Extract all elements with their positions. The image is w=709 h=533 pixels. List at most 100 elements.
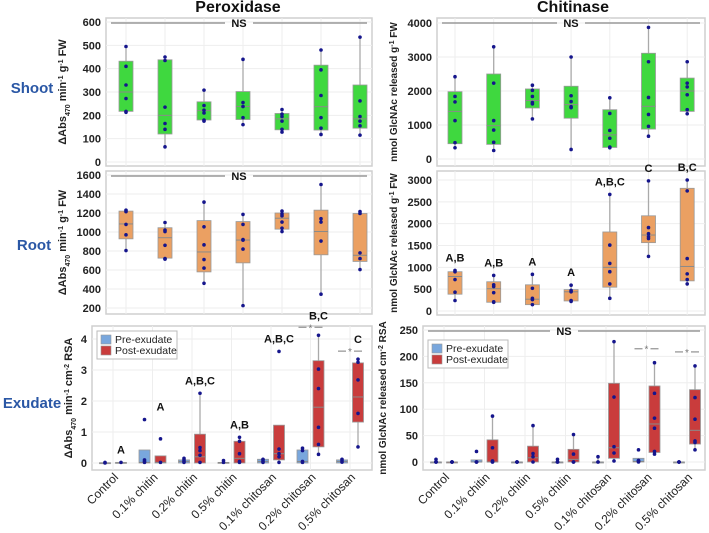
- data-point: [340, 460, 344, 464]
- box-iqr: [602, 231, 618, 288]
- y-tick-label: 800: [83, 246, 101, 258]
- data-point: [608, 96, 612, 100]
- data-point: [142, 460, 147, 465]
- group-letter: C: [645, 163, 653, 175]
- y-tick-label: 50: [406, 431, 418, 443]
- overall-significance-label: NS: [556, 326, 571, 338]
- y-axis-label-part: -1: [58, 59, 65, 65]
- data-point: [646, 236, 651, 241]
- y-axis-label-part: nmol GlcNAc released g: [389, 198, 400, 313]
- box-post-exudate-5: [312, 333, 325, 457]
- box-group-4: [274, 107, 290, 134]
- box-iqr: [313, 64, 329, 131]
- data-point: [241, 222, 245, 227]
- y-tick-label: 1000: [77, 227, 101, 239]
- data-point: [434, 457, 438, 462]
- data-point: [453, 94, 457, 99]
- data-point: [124, 83, 128, 87]
- group-letter: A,B: [446, 252, 465, 264]
- overall-significance-label: NS: [231, 18, 246, 30]
- data-point: [300, 448, 305, 453]
- data-point: [198, 445, 202, 450]
- box-post-exudate-3: [233, 435, 246, 465]
- y-axis-label-part: -1: [58, 226, 65, 232]
- data-point: [646, 25, 651, 30]
- data-point: [531, 451, 535, 456]
- pairwise-significance: *: [645, 345, 649, 356]
- data-point: [358, 114, 362, 119]
- box-iqr: [235, 221, 251, 264]
- y-tick-label: 200: [83, 110, 101, 122]
- y-axis-label-part: FW: [389, 22, 400, 41]
- box-post-exudate-0: [115, 460, 127, 465]
- data-point: [119, 460, 123, 465]
- box-post-exudate-5: [648, 360, 661, 456]
- data-point: [571, 460, 576, 464]
- data-point: [124, 248, 128, 253]
- data-point: [530, 297, 535, 302]
- y-tick-label: 4000: [408, 18, 432, 30]
- data-point: [490, 414, 495, 418]
- y-tick-label: 2000: [408, 86, 432, 98]
- legend-swatch-post: [100, 345, 112, 356]
- box-group-0: [118, 208, 134, 253]
- y-axis-label-part: -2: [64, 364, 71, 370]
- legend-label-post: Post-exudate: [446, 354, 508, 366]
- box-group-1: [486, 273, 502, 305]
- box-group-3: [563, 55, 579, 152]
- box-iqr: [486, 439, 499, 463]
- box-group-4: [274, 209, 290, 234]
- data-point: [163, 229, 167, 234]
- data-point: [685, 282, 689, 286]
- group-letter: A,B: [230, 419, 249, 431]
- y-axis-label-part: FW: [57, 189, 69, 210]
- data-point: [685, 85, 689, 89]
- data-point: [356, 378, 360, 382]
- y-tick-label: 3000: [408, 175, 432, 187]
- title-peroxidase: Peroxidase: [195, 0, 280, 16]
- data-point: [569, 299, 573, 304]
- data-point: [569, 99, 573, 104]
- data-point: [646, 254, 651, 259]
- data-point: [319, 68, 323, 72]
- data-point: [319, 216, 323, 221]
- box-group-6: [352, 209, 368, 272]
- y-tick-label: 2000: [408, 219, 432, 231]
- box-post-exudate-4: [608, 339, 620, 463]
- data-point: [652, 426, 657, 431]
- data-point: [571, 452, 576, 456]
- data-point: [491, 290, 496, 295]
- data-point: [280, 130, 284, 134]
- data-point: [319, 48, 323, 52]
- box-post-exudate-3: [567, 432, 580, 464]
- data-point: [237, 460, 242, 465]
- data-point: [358, 119, 362, 123]
- data-point: [319, 182, 323, 187]
- data-point: [241, 115, 245, 120]
- data-point: [358, 35, 362, 39]
- data-point: [646, 95, 651, 100]
- data-point: [358, 124, 362, 128]
- data-point: [198, 391, 202, 396]
- data-point: [474, 460, 479, 464]
- data-point: [646, 124, 651, 129]
- data-point: [358, 251, 362, 255]
- box-iqr: [447, 91, 463, 145]
- data-point: [491, 45, 496, 49]
- box-iqr: [608, 382, 620, 459]
- data-point: [685, 111, 689, 116]
- data-point: [608, 128, 612, 133]
- data-point: [280, 107, 284, 112]
- data-point: [163, 58, 167, 63]
- y-axis-label-part: -2: [378, 345, 385, 351]
- data-point: [646, 134, 651, 139]
- data-point: [685, 256, 689, 261]
- y-axis-label-part: -1: [389, 191, 396, 197]
- y-axis-label-part: min: [57, 81, 69, 104]
- data-point: [693, 440, 697, 445]
- data-point: [241, 57, 245, 62]
- y-tick-label: 500: [414, 284, 432, 296]
- data-point: [453, 140, 457, 145]
- data-point: [202, 119, 206, 123]
